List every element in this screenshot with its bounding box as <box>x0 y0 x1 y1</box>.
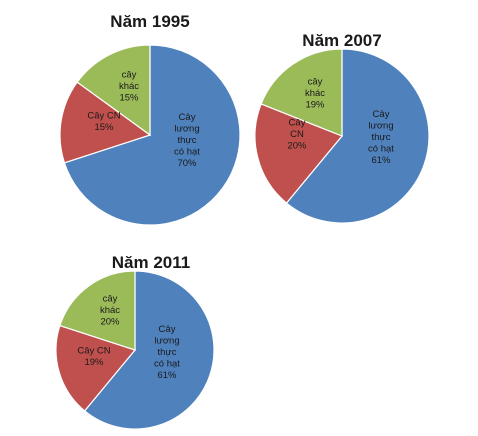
pie-slice <box>59 270 136 351</box>
slice-label: cây khác 15% <box>119 70 139 104</box>
chart-title: Năm 1995 <box>110 12 189 31</box>
pie-slice <box>55 324 137 412</box>
pie-slice <box>285 48 430 224</box>
slice-label: cây khác 20% <box>100 294 120 328</box>
pie-slice <box>83 270 215 430</box>
slice-label: Cây lương thực có hạt 61% <box>368 109 394 166</box>
pie-slice <box>59 81 152 164</box>
slice-label: Cây lương thực có hạt 70% <box>174 112 200 169</box>
pie-slice <box>76 44 151 137</box>
slice-label: Cây CN 20% <box>287 118 307 152</box>
pie-slice <box>260 48 343 137</box>
slice-label: Cây lương thực có hạt 61% <box>154 324 180 381</box>
pie-chart-2: Năm 2007 Cây lương thực có hạt 61% Cây CN 20% cây… <box>254 31 430 224</box>
pie-slice <box>254 103 343 204</box>
chart-title: Năm 2011 <box>112 253 190 272</box>
slice-label: Cây CN 15% <box>87 110 120 133</box>
slice-label: cây khác 19% <box>305 77 325 111</box>
chart-title: Năm 2007 <box>302 31 381 50</box>
pie-chart-1: Năm 1995 Cây lương thực có hạt 70% Cây CN 15% câ… <box>59 12 241 226</box>
pie-chart-3: Năm 2011 Cây lương thực có hạt 61% Cây CN 19% câ… <box>55 253 215 430</box>
slice-label: Cây CN 19% <box>77 345 110 368</box>
pie-slice <box>63 44 241 226</box>
